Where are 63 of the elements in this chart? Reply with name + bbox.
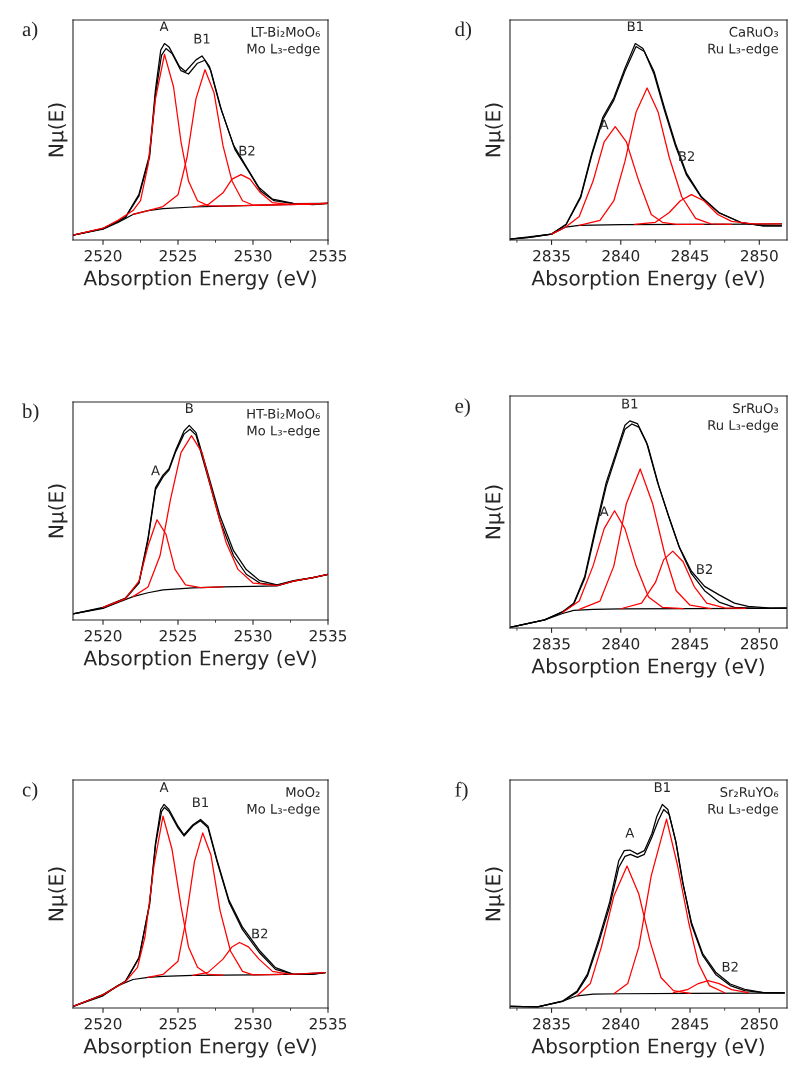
x-tick-label: 2535 bbox=[309, 1017, 347, 1030]
annotation: Sr₂RuYO₆ Ru L₃-edge bbox=[708, 787, 779, 817]
annotation: MoO₂ Mo L₃-edge bbox=[247, 787, 320, 817]
y-axis-title: Nμ(E) bbox=[484, 867, 505, 921]
annotation: A bbox=[159, 782, 169, 792]
x-tick-label: 2535 bbox=[309, 629, 347, 642]
x-axis-title: Absorption Energy (eV) bbox=[83, 650, 316, 670]
x-tick-label: 2525 bbox=[159, 1017, 197, 1030]
x-axis-title: Absorption Energy (eV) bbox=[531, 1038, 764, 1058]
x-tick-label: 2520 bbox=[84, 249, 122, 262]
x-tick-label: 2850 bbox=[740, 249, 778, 262]
annotation: A bbox=[599, 506, 609, 517]
chart-title: e) bbox=[455, 398, 470, 418]
chart-title: d) bbox=[455, 21, 472, 41]
chart-title: f) bbox=[455, 781, 468, 801]
y-axis-title: Nμ(E) bbox=[47, 103, 68, 157]
x-tick-label: 2530 bbox=[234, 629, 272, 642]
annotation: B bbox=[186, 403, 193, 413]
x-tick-label: 2840 bbox=[602, 637, 640, 650]
x-tick-label: 2840 bbox=[602, 1017, 640, 1030]
x-tick-label: 2835 bbox=[533, 637, 570, 650]
chart-title: a) bbox=[22, 21, 38, 41]
annotation: SrRuO₃ Ru L₃-edge bbox=[708, 403, 779, 433]
x-tick-label: 2520 bbox=[84, 629, 122, 642]
x-axis-title: Absorption Energy (eV) bbox=[531, 270, 764, 290]
x-tick-label: 2835 bbox=[533, 1017, 570, 1030]
x-tick-label: 2850 bbox=[740, 637, 778, 650]
x-axis-title: Absorption Energy (eV) bbox=[83, 1038, 316, 1058]
annotation: B1 bbox=[193, 797, 208, 808]
chart-title: c) bbox=[22, 781, 38, 801]
annotation: B1 bbox=[194, 33, 210, 44]
chart-title: b) bbox=[22, 403, 39, 423]
x-tick-label: 2530 bbox=[234, 249, 272, 262]
x-tick-label: 2845 bbox=[671, 637, 709, 650]
y-axis-title: Nμ(E) bbox=[484, 103, 505, 157]
x-tick-label: 2525 bbox=[159, 629, 197, 642]
x-tick-label: 2845 bbox=[671, 249, 709, 262]
annotation: B2 bbox=[252, 928, 268, 939]
annotation: HT-Bi₂MoO₆ Mo L₃-edge bbox=[247, 408, 320, 439]
y-axis-title: Nμ(E) bbox=[47, 867, 68, 921]
y-axis-title: Nμ(E) bbox=[484, 485, 505, 539]
annotation: A bbox=[625, 827, 635, 838]
annotation: A bbox=[159, 21, 169, 32]
x-tick-label: 2520 bbox=[84, 1017, 122, 1030]
annotation: B1 bbox=[622, 398, 638, 409]
x-tick-label: 2835 bbox=[533, 249, 570, 262]
x-tick-label: 2850 bbox=[740, 1017, 778, 1030]
x-tick-label: 2535 bbox=[309, 249, 347, 262]
annotation: B2 bbox=[697, 564, 712, 574]
annotation: B2 bbox=[239, 145, 255, 156]
x-axis-title: Absorption Energy (eV) bbox=[83, 270, 316, 290]
x-tick-label: 2525 bbox=[159, 249, 197, 262]
annotation: CaRuO₃ Ru L₃-edge bbox=[708, 26, 779, 57]
annotation: B1 bbox=[627, 21, 643, 32]
x-tick-label: 2530 bbox=[234, 1017, 272, 1030]
x-axis-title: Absorption Energy (eV) bbox=[531, 658, 764, 678]
annotation: LT-Bi₂MoO₆ Mo L₃-edge bbox=[247, 26, 320, 57]
x-tick-label: 2840 bbox=[602, 249, 640, 262]
annotation: A bbox=[151, 465, 160, 476]
annotation: B1 bbox=[654, 782, 670, 792]
x-tick-label: 2845 bbox=[671, 1017, 709, 1030]
annotation: B2 bbox=[722, 961, 738, 972]
y-axis-title: Nμ(E) bbox=[47, 484, 68, 538]
